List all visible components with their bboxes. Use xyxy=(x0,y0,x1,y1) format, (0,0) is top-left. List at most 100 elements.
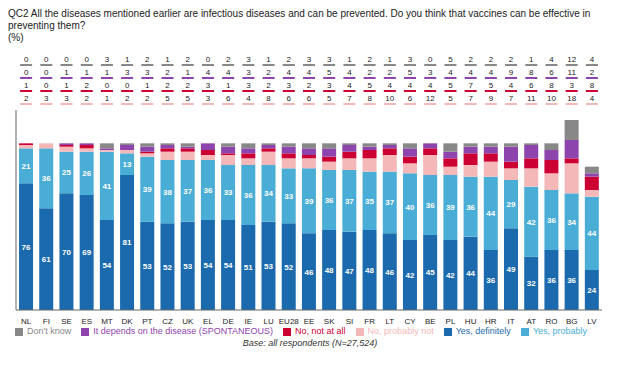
svg-text:LV: LV xyxy=(587,317,597,326)
svg-text:32: 32 xyxy=(527,279,536,288)
svg-text:39: 39 xyxy=(446,203,455,212)
svg-text:3: 3 xyxy=(206,94,211,103)
svg-text:29: 29 xyxy=(507,200,516,209)
svg-text:EE: EE xyxy=(304,317,315,326)
svg-text:SI: SI xyxy=(346,317,354,326)
svg-text:2: 2 xyxy=(287,55,292,64)
svg-text:3: 3 xyxy=(145,68,150,77)
svg-text:2: 2 xyxy=(84,81,89,90)
svg-text:BE: BE xyxy=(425,317,436,326)
svg-text:5: 5 xyxy=(408,68,413,77)
svg-text:46: 46 xyxy=(304,268,313,277)
svg-text:CZ: CZ xyxy=(162,317,173,326)
svg-text:3: 3 xyxy=(428,68,433,77)
svg-text:48: 48 xyxy=(365,266,374,275)
svg-text:39: 39 xyxy=(304,197,313,206)
svg-text:42: 42 xyxy=(406,271,415,280)
svg-text:26: 26 xyxy=(82,169,91,178)
svg-text:IE: IE xyxy=(245,317,253,326)
svg-text:3: 3 xyxy=(307,55,312,64)
svg-text:9: 9 xyxy=(509,68,514,77)
svg-text:0: 0 xyxy=(428,55,433,64)
svg-text:76: 76 xyxy=(22,243,31,252)
svg-text:2: 2 xyxy=(367,68,372,77)
svg-text:6: 6 xyxy=(287,94,292,103)
svg-text:4: 4 xyxy=(448,68,453,77)
svg-text:10: 10 xyxy=(547,94,556,103)
svg-text:36: 36 xyxy=(325,196,334,205)
svg-text:HU: HU xyxy=(465,317,477,326)
svg-text:5: 5 xyxy=(448,94,453,103)
svg-text:3: 3 xyxy=(246,68,251,77)
svg-text:10: 10 xyxy=(385,94,394,103)
svg-text:4: 4 xyxy=(287,68,292,77)
svg-text:BG: BG xyxy=(566,317,578,326)
svg-text:53: 53 xyxy=(183,262,192,271)
svg-text:2: 2 xyxy=(186,55,191,64)
svg-text:DK: DK xyxy=(122,317,134,326)
svg-text:48: 48 xyxy=(325,266,334,275)
svg-text:12: 12 xyxy=(426,94,435,103)
svg-text:42: 42 xyxy=(446,271,455,280)
svg-text:38: 38 xyxy=(163,188,172,197)
svg-text:0: 0 xyxy=(24,55,29,64)
svg-text:4: 4 xyxy=(347,81,352,90)
svg-text:MT: MT xyxy=(101,317,113,326)
svg-text:1: 1 xyxy=(64,68,69,77)
svg-text:36: 36 xyxy=(244,191,253,200)
svg-text:0: 0 xyxy=(105,81,110,90)
svg-text:1: 1 xyxy=(84,68,89,77)
svg-text:81: 81 xyxy=(123,238,132,247)
svg-text:1: 1 xyxy=(266,55,271,64)
svg-text:2: 2 xyxy=(307,81,312,90)
svg-text:2: 2 xyxy=(266,81,271,90)
svg-text:1: 1 xyxy=(105,94,110,103)
svg-text:1: 1 xyxy=(226,81,231,90)
svg-text:37: 37 xyxy=(345,197,354,206)
svg-text:4: 4 xyxy=(408,81,413,90)
svg-text:36: 36 xyxy=(203,186,212,195)
svg-text:PT: PT xyxy=(142,317,152,326)
svg-text:5: 5 xyxy=(489,81,494,90)
svg-text:LT: LT xyxy=(385,317,394,326)
svg-text:ES: ES xyxy=(81,317,92,326)
svg-text:13: 13 xyxy=(123,160,132,169)
svg-text:3: 3 xyxy=(44,94,49,103)
svg-text:36: 36 xyxy=(547,276,556,285)
svg-text:1: 1 xyxy=(125,55,130,64)
svg-text:FR: FR xyxy=(364,317,375,326)
svg-text:8: 8 xyxy=(266,94,271,103)
svg-text:36: 36 xyxy=(426,201,435,210)
svg-text:6: 6 xyxy=(226,94,231,103)
svg-text:1: 1 xyxy=(105,68,110,77)
svg-text:5: 5 xyxy=(186,94,191,103)
svg-text:4: 4 xyxy=(489,68,494,77)
svg-text:2: 2 xyxy=(509,55,514,64)
svg-text:3: 3 xyxy=(408,55,413,64)
svg-text:47: 47 xyxy=(345,267,354,276)
svg-text:6: 6 xyxy=(307,94,312,103)
svg-text:34: 34 xyxy=(264,189,273,198)
svg-text:2: 2 xyxy=(186,81,191,90)
svg-text:4: 4 xyxy=(549,55,554,64)
svg-text:DE: DE xyxy=(223,317,234,326)
svg-text:54: 54 xyxy=(224,261,233,270)
svg-text:FI: FI xyxy=(43,317,50,326)
svg-text:3: 3 xyxy=(246,55,251,64)
svg-text:3: 3 xyxy=(327,81,332,90)
svg-text:0: 0 xyxy=(84,55,89,64)
svg-text:0: 0 xyxy=(64,55,69,64)
svg-text:0: 0 xyxy=(44,55,49,64)
svg-text:5: 5 xyxy=(448,55,453,64)
svg-text:4: 4 xyxy=(509,81,514,90)
svg-text:0: 0 xyxy=(206,55,211,64)
svg-text:2: 2 xyxy=(590,68,595,77)
svg-text:3: 3 xyxy=(246,81,251,90)
svg-text:53: 53 xyxy=(264,262,273,271)
svg-text:UK: UK xyxy=(182,317,194,326)
svg-text:1: 1 xyxy=(165,55,170,64)
svg-text:35: 35 xyxy=(365,197,374,206)
svg-text:33: 33 xyxy=(224,188,233,197)
svg-text:11: 11 xyxy=(527,94,536,103)
svg-text:AT: AT xyxy=(526,317,536,326)
